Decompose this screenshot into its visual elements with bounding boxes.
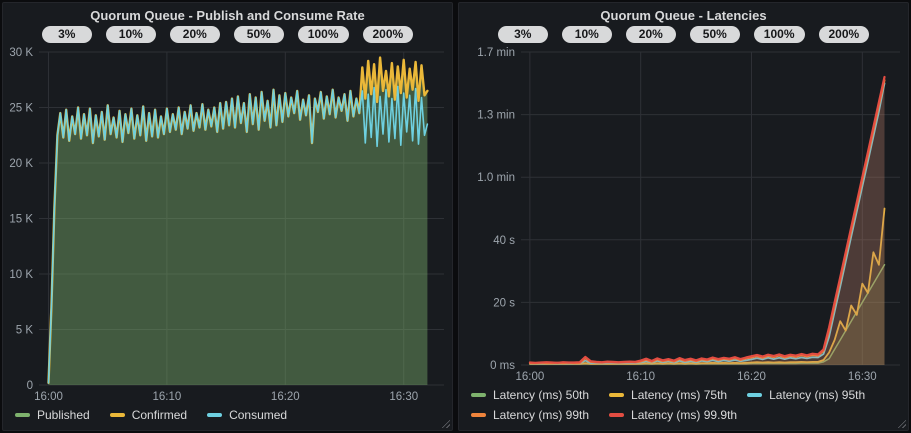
y-tick-label: 5 K (16, 325, 34, 337)
annotation-pill-3pct: 3% (41, 26, 92, 43)
x-tick-label: 16:30 (389, 391, 418, 403)
series-latency-ms-99-9th-line (528, 75, 886, 364)
series-consumed-line (47, 85, 429, 384)
annotation-pill-20pct: 20% (169, 26, 220, 43)
legend-swatch-latency-ms-95th (747, 393, 763, 397)
x-tick-label: 16:00 (34, 391, 63, 403)
latencies-legend: Latency (ms) 50th Latency (ms) 75th Latenc… (459, 386, 908, 430)
y-tick-label: 20 K (9, 158, 33, 170)
y-tick-label: 25 K (9, 103, 33, 115)
x-tick-label: 16:10 (153, 391, 182, 403)
axis-labels: 0 ms 20 s 40 s 1.0 min 1.3 min 1.7 min 16:00 16… (477, 47, 876, 383)
series-latency-ms-50th-area (529, 264, 885, 365)
x-tick-label: 16:20 (271, 391, 300, 403)
series-latency-ms-95th-area (529, 83, 885, 366)
legend-item-latency-ms-75th[interactable]: Latency (ms) 75th (609, 388, 727, 402)
annotation-pill-50pct: 50% (689, 26, 740, 43)
legend-label: Latency (ms) 99.9th (631, 408, 738, 422)
y-tick-label: 1.7 min (477, 47, 515, 59)
chart-svg: 0 5 K 10 K 15 K 20 K 25 K 30 K 16:00 16:10 16:20 1… (9, 47, 444, 403)
legend-label: Latency (ms) 75th (631, 388, 728, 402)
legend-item-confirmed[interactable]: Confirmed (109, 408, 188, 422)
annotation-pill-row: 3% 10% 20% 50% 100% 200% (3, 26, 452, 46)
publish-consume-legend: Published Confirmed Consumed (3, 406, 452, 430)
annotation-pill-10pct: 10% (561, 26, 612, 43)
legend-swatch-latency-ms-75th (609, 393, 625, 397)
y-tick-label: 1.0 min (477, 172, 515, 184)
annotation-pill-3pct: 3% (497, 26, 548, 43)
annotation-pill-200pct: 200% (362, 26, 414, 43)
series-latency-ms-99-9th-area (529, 77, 885, 365)
annotation-pill-200pct: 200% (818, 26, 870, 43)
y-tick-label: 30 K (9, 47, 33, 59)
legend-item-consumed[interactable]: Consumed (207, 408, 287, 422)
legend-item-published[interactable]: Published (15, 408, 90, 422)
panel-resize-handle[interactable] (441, 419, 450, 428)
annotation-pill-10pct: 10% (105, 26, 156, 43)
legend-label: Published (37, 408, 90, 422)
y-tick-label: 40 s (493, 235, 515, 247)
annotation-pill-50pct: 50% (233, 26, 284, 43)
y-tick-label: 0 ms (490, 360, 515, 372)
y-tick-label: 15 K (9, 214, 33, 226)
legend-label: Consumed (229, 408, 288, 422)
panel-title[interactable]: Quorum Queue - Publish and Consume Rate (90, 8, 365, 23)
legend-label: Latency (ms) 50th (493, 388, 590, 402)
x-tick-label: 16:10 (626, 371, 655, 383)
panel-latencies: Quorum Queue - Latencies 3% 10% 20% 50% … (458, 2, 909, 431)
legend-item-latency-ms-95th[interactable]: Latency (ms) 95th (747, 388, 865, 402)
legend-swatch-published (15, 413, 30, 417)
legend-label: Latency (ms) 95th (769, 388, 866, 402)
series-latency-ms-75th-area (529, 208, 885, 365)
x-tick-label: 16:30 (848, 371, 877, 383)
panel-title[interactable]: Quorum Queue - Latencies (600, 8, 767, 23)
legend-swatch-confirmed (109, 413, 125, 417)
legend-item-latency-ms-99th[interactable]: Latency (ms) 99th (471, 408, 589, 422)
series-latency-ms-75th-line (529, 207, 886, 365)
series-latency-ms-99th-area (529, 80, 885, 365)
y-tick-label: 0 (27, 380, 33, 392)
annotation-pill-100pct: 100% (753, 26, 805, 43)
series-published-area (48, 57, 428, 385)
latencies-chart[interactable]: 0 ms 20 s 40 s 1.0 min 1.3 min 1.7 min 16:00 16… (459, 46, 908, 386)
legend-swatch-latency-ms-99-9th (609, 413, 625, 417)
legend-swatch-latency-ms-50th (471, 393, 486, 397)
x-tick-label: 16:20 (737, 371, 766, 383)
annotation-pill-row: 3% 10% 20% 50% 100% 200% (459, 26, 908, 46)
publish-consume-chart[interactable]: 0 5 K 10 K 15 K 20 K 25 K 30 K 16:00 16:10 16:20 1… (3, 46, 452, 406)
panel-publish-consume-rate: Quorum Queue - Publish and Consume Rate … (2, 2, 453, 431)
chart-svg: 0 ms 20 s 40 s 1.0 min 1.3 min 1.7 min 16:00 16… (477, 47, 900, 383)
panel-resize-handle[interactable] (897, 419, 906, 428)
legend-label: Latency (ms) 99th (493, 408, 590, 422)
annotation-pill-100pct: 100% (297, 26, 349, 43)
series-latency-ms-95th-line (529, 82, 886, 365)
annotation-pill-20pct: 20% (625, 26, 676, 43)
y-tick-label: 1.3 min (477, 110, 515, 122)
y-tick-label: 20 s (493, 297, 515, 309)
legend-swatch-consumed (207, 413, 223, 417)
legend-label: Confirmed (131, 408, 188, 422)
x-tick-label: 16:00 (515, 371, 544, 383)
legend-swatch-latency-ms-99th (471, 413, 486, 417)
legend-item-latency-ms-99-9th[interactable]: Latency (ms) 99.9th (609, 408, 737, 422)
legend-item-latency-ms-50th[interactable]: Latency (ms) 50th (471, 388, 589, 402)
y-tick-label: 10 K (9, 269, 33, 281)
axis-labels: 0 5 K 10 K 15 K 20 K 25 K 30 K 16:00 16:10 16:20 1… (9, 47, 418, 403)
